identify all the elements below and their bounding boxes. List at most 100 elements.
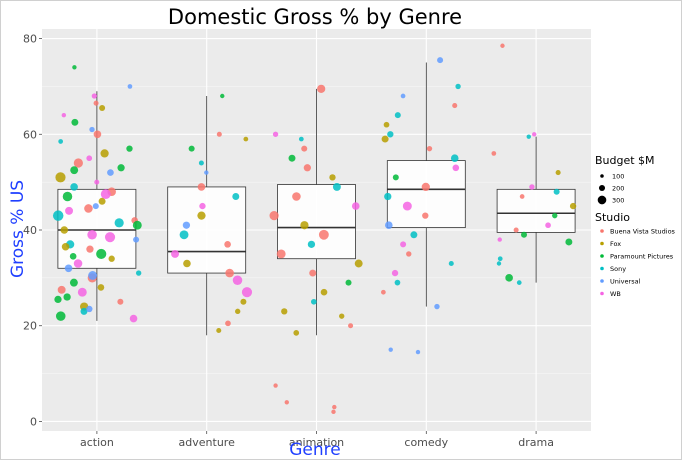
point-animation xyxy=(348,323,354,329)
point-animation xyxy=(311,298,317,305)
size-legend-title: Budget $M xyxy=(595,154,655,167)
point-action xyxy=(126,145,133,152)
point-action xyxy=(55,311,66,321)
point-drama xyxy=(565,238,573,246)
point-drama xyxy=(532,132,537,137)
point-comedy xyxy=(450,154,459,163)
point-drama xyxy=(553,188,560,195)
point-action xyxy=(57,285,66,294)
point-action xyxy=(92,203,99,210)
point-action xyxy=(77,287,87,297)
point-adventure xyxy=(220,93,225,99)
point-drama xyxy=(513,227,519,233)
point-action xyxy=(97,284,105,291)
box-drama xyxy=(496,188,576,233)
point-comedy xyxy=(381,135,389,143)
point-comedy xyxy=(381,289,386,295)
point-drama xyxy=(521,231,528,238)
point-comedy xyxy=(426,145,433,152)
point-action xyxy=(99,104,106,111)
point-animation xyxy=(332,404,337,410)
x-tick-label-animation: animation xyxy=(289,436,344,449)
point-comedy xyxy=(387,131,394,138)
point-action xyxy=(107,169,114,176)
point-action xyxy=(117,298,124,305)
point-action xyxy=(91,93,98,99)
point-drama xyxy=(519,194,525,199)
point-action xyxy=(69,278,78,287)
size-legend-label-100: 100 xyxy=(612,173,624,181)
point-comedy xyxy=(385,221,393,230)
point-animation xyxy=(329,174,336,181)
color-legend-label: Fox xyxy=(610,240,621,248)
color-legend-key xyxy=(600,291,604,296)
point-adventure xyxy=(232,193,240,200)
point-action xyxy=(73,259,83,268)
point-animation xyxy=(317,84,326,93)
point-comedy xyxy=(434,303,440,310)
color-legend-key xyxy=(600,229,604,233)
point-animation xyxy=(273,383,278,388)
point-comedy xyxy=(452,164,460,172)
point-action xyxy=(100,189,111,200)
point-drama xyxy=(545,222,551,229)
x-tick-label-comedy: comedy xyxy=(404,436,448,449)
x-tick-label-action: action xyxy=(80,436,114,449)
point-animation xyxy=(301,145,308,152)
jitter-points xyxy=(52,43,577,415)
point-comedy xyxy=(437,57,444,64)
point-adventure xyxy=(225,268,234,278)
legend: Budget $M 100 200 300 Studio Buena Vista S… xyxy=(595,154,676,298)
point-animation xyxy=(303,164,311,172)
point-action xyxy=(54,295,62,304)
point-comedy xyxy=(452,103,458,109)
point-animation xyxy=(339,313,345,319)
color-legend-label: Universal xyxy=(610,278,641,286)
point-drama xyxy=(497,256,503,262)
point-action xyxy=(62,191,73,202)
point-drama xyxy=(491,151,497,156)
color-legend: Buena Vista Studios Fox Paramount Pictures… xyxy=(600,228,676,298)
point-comedy xyxy=(394,112,401,119)
point-comedy xyxy=(448,260,454,267)
point-action xyxy=(71,118,79,126)
point-animation xyxy=(292,192,301,201)
point-action xyxy=(84,204,93,213)
point-adventure xyxy=(197,183,206,191)
point-comedy xyxy=(410,231,418,239)
size-legend-label-300: 300 xyxy=(612,197,624,205)
point-animation xyxy=(293,330,300,336)
point-adventure xyxy=(204,170,209,175)
point-animation xyxy=(307,240,316,248)
size-legend-key-200 xyxy=(598,184,606,192)
point-comedy xyxy=(400,93,406,99)
y-axis-label: Gross % US xyxy=(8,180,28,278)
y-tick-label: 20 xyxy=(23,320,37,333)
point-animation xyxy=(298,136,304,142)
point-action xyxy=(88,271,98,280)
color-legend-title: Studio xyxy=(595,211,630,224)
point-action xyxy=(108,255,115,262)
point-adventure xyxy=(216,327,222,334)
point-adventure xyxy=(216,131,222,137)
point-action xyxy=(93,130,102,139)
point-comedy xyxy=(421,182,430,192)
point-action xyxy=(60,226,69,234)
point-animation xyxy=(300,221,309,230)
point-action xyxy=(55,172,66,183)
point-action xyxy=(73,158,83,168)
point-animation xyxy=(276,249,286,259)
point-animation xyxy=(354,259,363,268)
point-action xyxy=(61,242,70,251)
point-drama xyxy=(500,43,505,48)
point-comedy xyxy=(402,201,412,211)
point-comedy xyxy=(391,269,399,277)
point-action xyxy=(89,126,95,133)
point-drama xyxy=(555,170,561,176)
point-action xyxy=(100,149,109,158)
point-action xyxy=(133,236,140,243)
point-action xyxy=(70,166,79,175)
size-legend-key-100 xyxy=(600,174,604,178)
point-action xyxy=(117,164,125,172)
point-action xyxy=(86,305,93,313)
